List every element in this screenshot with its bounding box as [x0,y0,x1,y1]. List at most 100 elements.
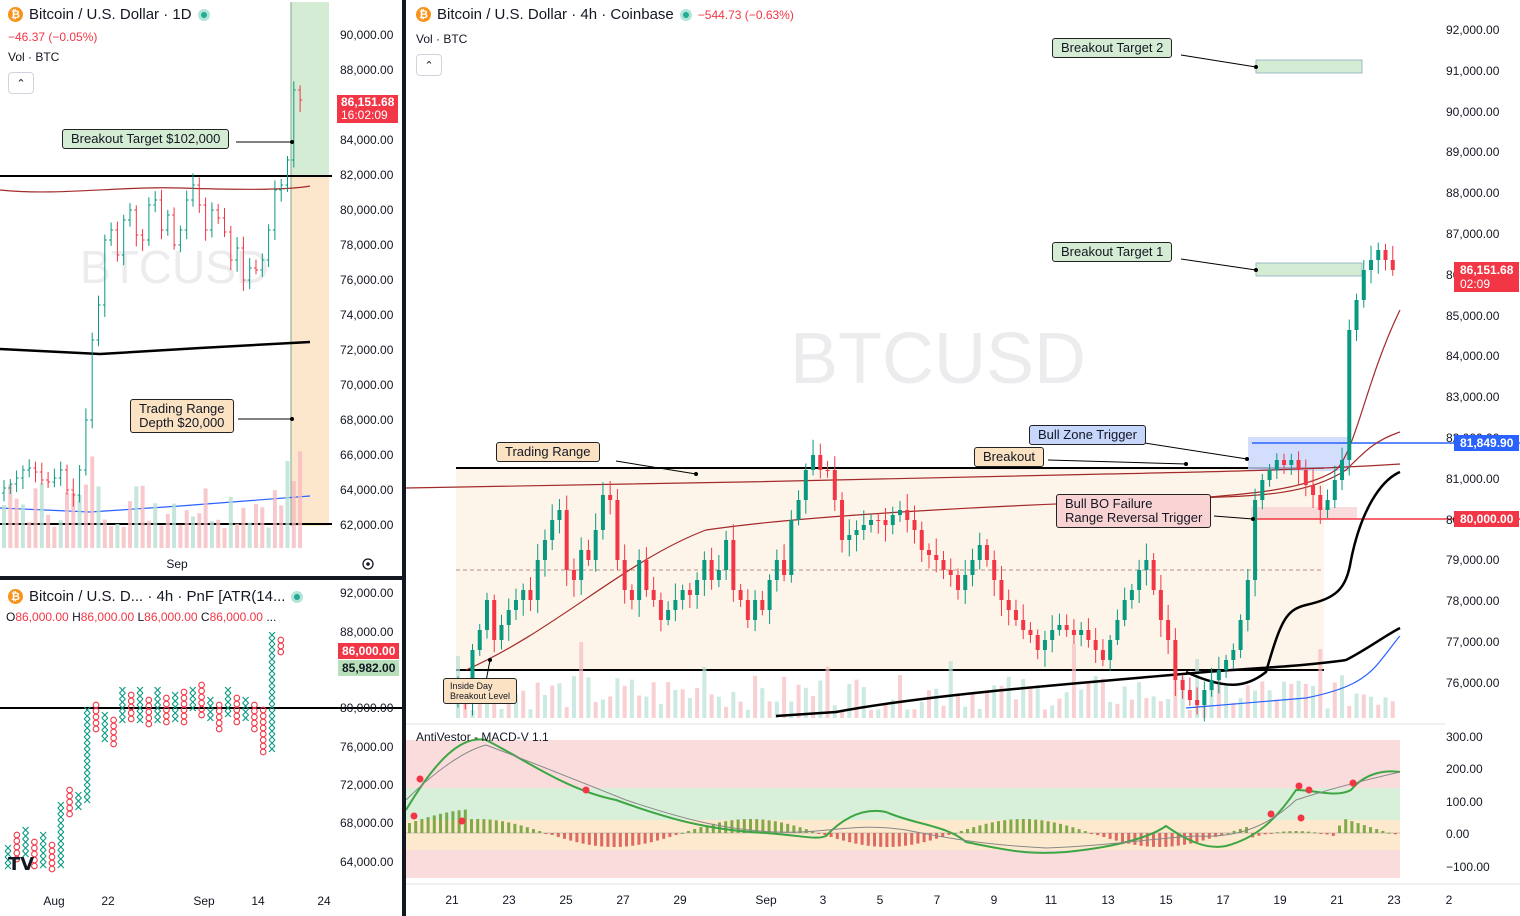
main-collapse-button[interactable]: ⌃ [416,54,442,76]
daily-chart-canvas[interactable] [0,0,402,576]
macd-title[interactable]: AntiVestor - MACD-V 1.1 [416,730,549,744]
main-candle [615,488,620,571]
main-volume-bar [1166,699,1171,718]
main-chart-pane[interactable]: BTCUSD [406,0,1520,916]
pnf-price-tick: 64,000.00 [340,855,394,869]
macd-hist-bar [1158,833,1162,847]
main-vol-label[interactable]: Vol · BTC [416,32,468,46]
daily-price-tick: 88,000.00 [340,63,394,77]
main-price-tick: 87,000.00 [1446,227,1500,241]
daily-note-target[interactable]: Breakout Target $102,000 [62,129,230,149]
main-volume-bar [724,706,729,718]
main-candle [782,544,787,582]
main-candle [970,548,975,587]
main-volume-bar [680,689,685,718]
daily-collapse-button[interactable]: ⌃ [8,72,34,94]
macd-hist-bar [1220,833,1224,835]
daily-price-tick: 70,000.00 [340,378,394,392]
macd-hist-bar [1090,833,1093,834]
pnf-column [233,694,241,726]
pane-divider-horizontal[interactable] [0,576,404,580]
main-ma-black-long [775,626,1401,718]
main-volume-bar [1354,693,1359,718]
macd-hist-bar [1176,833,1180,846]
macd-hist-bar [445,812,449,833]
macd-hist-bar [563,833,566,839]
macd-hist-bar [1319,833,1323,834]
daily-title-row[interactable]: ₿ Bitcoin / U.S. Dollar · 1D [8,6,210,23]
main-candle [1028,622,1033,643]
macd-hist-bar [1226,832,1230,834]
main-title-row[interactable]: ₿ Bitcoin / U.S. Dollar · 4h · Coinbase … [416,6,794,23]
main-candle [977,532,982,570]
note-trading-range[interactable]: Trading Range [496,442,600,462]
macd-hist-bar [1338,825,1341,833]
pnf-chart-pane[interactable]: ₿ Bitcoin / U.S. D... · 4h · PnF [ATR(14… [0,580,402,916]
pnf-column [13,831,21,863]
daily-volume-bars [2,451,303,548]
main-candle [1071,619,1076,644]
main-candle [861,510,866,540]
daily-candle [285,155,290,192]
note-breakout[interactable]: Breakout [974,447,1045,467]
main-volume-bar [1369,696,1374,718]
macd-hist-bar [1059,823,1062,833]
main-candle [492,594,497,653]
pnf-title[interactable]: Bitcoin / U.S. D... · 4h · PnF [ATR(14..… [29,588,286,605]
daily-vol-label[interactable]: Vol · BTC [8,50,60,64]
macd-hist-bar [1331,833,1335,836]
daily-candle [8,479,13,494]
note-breakout-target-1[interactable]: Breakout Target 1 [1052,242,1173,262]
daily-breakout-zone [291,2,329,176]
tradingview-logo[interactable]: TV [8,854,35,875]
daily-note-range[interactable]: Trading Range Depth $20,000 [130,399,234,433]
pnf-column [145,696,153,728]
main-candle [1013,599,1018,627]
main-candle [1209,667,1214,697]
macd-hist-bar [439,813,442,833]
pnf-column [39,831,47,869]
pane-divider-vertical[interactable] [402,0,406,916]
daily-volume-bar [209,521,214,548]
main-candle [1361,259,1366,308]
macd-hist-bar [1369,827,1372,833]
main-candle [1079,622,1084,647]
main-volume-bar [898,675,903,718]
main-price-tick: 78,000.00 [1446,594,1500,609]
macd-hist-bar [835,833,839,839]
main-volume-bar [753,675,758,718]
pnf-title-row[interactable]: ₿ Bitcoin / U.S. D... · 4h · PnF [ATR(14… [8,588,304,605]
note-breakout-target-2[interactable]: Breakout Target 2 [1052,38,1173,58]
main-title[interactable]: Bitcoin / U.S. Dollar · 4h · Coinbase [437,6,674,23]
note-bull-bo-failure[interactable]: Bull BO Failure Range Reversal Trigger [1056,494,1212,528]
daily-price-tick: 68,000.00 [340,413,394,427]
main-candle [622,544,627,604]
main-volume-bar [687,697,692,718]
macd-band-red-top [406,740,1400,788]
daily-volume-bar [58,520,63,548]
macd-hist-bar [1096,833,1100,836]
pnf-chart-canvas[interactable] [0,580,402,916]
main-volume-bar [1253,690,1258,718]
note-inside-day[interactable]: Inside Day Breakout Level [443,678,518,704]
main-candle [1151,552,1156,596]
daily-volume-bar [134,486,139,548]
daily-title[interactable]: Bitcoin / U.S. Dollar · 1D [29,6,192,23]
main-volume-bar [535,682,540,718]
note-bull-zone-trigger[interactable]: Bull Zone Trigger [1029,425,1146,445]
pnf-column [75,791,82,811]
daily-ma-maroon [0,185,311,193]
main-volume-bar [600,699,605,718]
bitcoin-icon: ₿ [8,589,23,604]
main-chart-canvas[interactable] [406,0,1520,916]
macd-hist-bar [699,827,703,833]
daily-chart-pane[interactable]: BTCUSD ₿ Bitcoin / U.S. Dollar · 1D −46.… [0,0,402,576]
main-volume-bar [1231,702,1236,718]
main-candle [680,584,685,610]
daily-volume-bar [140,485,145,548]
daily-candle [33,461,38,483]
main-volume-bar [1006,676,1011,718]
macd-hist-bar [879,833,883,847]
daily-candle [266,224,271,268]
daily-candle [228,225,233,271]
